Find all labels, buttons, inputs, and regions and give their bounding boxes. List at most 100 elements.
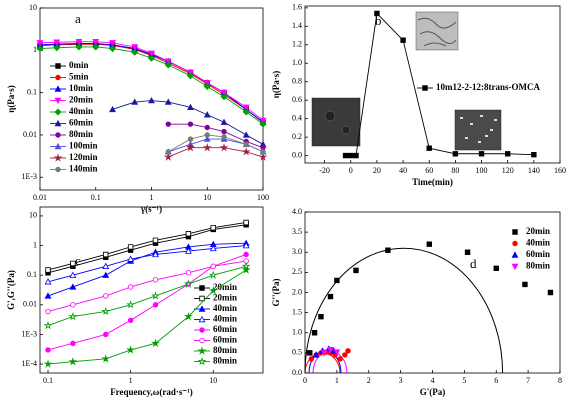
marker [203, 135, 211, 142]
marker [103, 293, 109, 299]
marker [221, 134, 227, 140]
marker [209, 244, 217, 252]
legend-marker [512, 229, 518, 235]
marker [243, 141, 249, 148]
legend-label: 20min [526, 226, 550, 236]
legend-marker [422, 85, 428, 91]
x-axis-label: γ(s⁻¹) [140, 204, 162, 214]
marker [131, 48, 139, 56]
x-tick-label: 1 [150, 193, 154, 202]
marker [184, 247, 192, 254]
inset-texture [324, 110, 336, 122]
marker [127, 255, 135, 262]
x-axis-label: Time(min) [412, 177, 453, 187]
marker [70, 260, 76, 267]
legend-label: 80min [69, 129, 93, 139]
x-tick-label: 1 [129, 376, 133, 385]
y-tick-label: 0.0 [292, 150, 302, 159]
y-tick-label: 1.4 [292, 21, 302, 30]
y-tick-label: 0.6 [292, 95, 302, 104]
panel-label: a [75, 11, 81, 26]
y-tick-label: 0.8 [292, 77, 302, 86]
marker [165, 149, 171, 155]
marker [127, 284, 134, 290]
panel-label: c [75, 253, 81, 268]
marker [70, 302, 76, 308]
marker [374, 10, 380, 17]
legend-label: 20min [213, 282, 237, 292]
marker [53, 44, 61, 52]
y-tick-label: 0.01 [23, 130, 37, 139]
marker [183, 279, 193, 288]
legend-label: 40min [213, 303, 237, 313]
inset-texture [417, 17, 457, 47]
legend-label: 140min [69, 164, 98, 174]
marker [337, 356, 343, 362]
series-line [47, 245, 247, 283]
x-tick-label: 7 [526, 376, 530, 385]
x-axis-label: Frequency,ω(rad·s⁻¹) [110, 387, 193, 397]
marker [202, 143, 212, 152]
marker [69, 283, 77, 290]
legend-label: 80min [213, 345, 237, 355]
legend-marker [199, 327, 205, 333]
x-tick-label: 2 [367, 376, 371, 385]
legend-marker [54, 108, 62, 116]
marker [220, 93, 228, 101]
marker [308, 356, 315, 362]
x-tick-label: 40 [399, 166, 407, 175]
marker [68, 311, 78, 321]
legend-label: 60min [526, 249, 550, 259]
marker [92, 38, 100, 46]
marker [183, 311, 193, 321]
marker [307, 350, 313, 356]
y-tick-label: 1.5 [292, 307, 302, 316]
x-tick-label: 10 [203, 193, 211, 202]
marker [108, 45, 117, 53]
chart-panel: 0.01 0.1 1 10 100 1E-3 0.01 0.1 1 10 γ(s⁻¹) η(Pa·s)… [6, 3, 269, 214]
x-tick-label: 8 [558, 376, 562, 385]
marker [163, 152, 173, 161]
x-tick-label: 3 [399, 376, 403, 385]
x-tick-label: 1 [335, 376, 339, 385]
legend-label: 60min [69, 118, 93, 128]
legend-label: 120min [69, 152, 98, 162]
marker [311, 330, 318, 336]
chart-panel: 0 1 2 3 4 5 6 7 8 0.0 0.5 1.0 1.5 2.0 2.5 3.0 3.5 4.0 G'(P… [271, 207, 562, 397]
y-tick-label: 10 [29, 3, 37, 12]
marker [241, 261, 251, 271]
inset-texture [460, 115, 497, 143]
y-tick-label: 1 [33, 240, 37, 249]
marker [187, 121, 194, 127]
legend-label: 0min [69, 60, 89, 70]
legend-label: 100min [69, 141, 98, 151]
marker [185, 231, 192, 237]
marker [242, 241, 250, 249]
x-tick-label: 10 [209, 376, 217, 385]
marker [127, 317, 134, 324]
inset-texture [341, 125, 351, 135]
y-axis-label: η(Pa·s) [271, 71, 281, 99]
marker [186, 143, 195, 152]
marker [353, 267, 359, 274]
marker [126, 300, 136, 309]
legend-label: 10m12-2-12:8trans-OMCA [436, 82, 540, 92]
marker [318, 313, 324, 320]
marker [69, 271, 77, 278]
marker [109, 40, 116, 47]
marker [242, 104, 250, 111]
marker [45, 347, 51, 353]
marker [101, 354, 111, 363]
marker [45, 267, 51, 273]
marker [152, 277, 159, 283]
legend-marker [54, 119, 62, 127]
marker [260, 149, 266, 155]
legend-label: 20min [213, 293, 237, 303]
marker [109, 105, 116, 113]
marker [164, 98, 172, 105]
marker [53, 39, 61, 46]
marker [426, 145, 432, 151]
series-line [168, 123, 264, 149]
x-tick-label: 0 [303, 376, 307, 385]
x-axis-label: G'(Pa) [420, 387, 446, 397]
